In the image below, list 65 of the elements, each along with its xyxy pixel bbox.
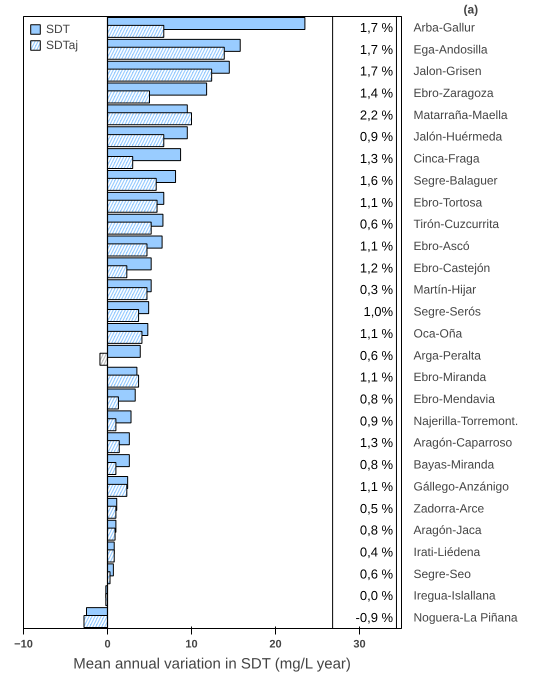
y-tick-label: Gállego-Anzánigo: [414, 479, 510, 494]
annotation: 0,4 %: [360, 544, 394, 560]
annotation: 0,5 %: [360, 500, 394, 516]
annotation: 0,8 %: [360, 522, 394, 538]
y-tick-label: Jalon-Grisen: [414, 64, 482, 78]
annotation: 1,1 %: [360, 326, 394, 341]
y-tick-label: Segre-Serós: [414, 304, 481, 319]
annotation: 1,7 %: [360, 42, 394, 57]
y-tick-label: Bayas-Miranda: [414, 458, 495, 472]
y-tick-label: Ebro-Castejón: [414, 260, 490, 275]
y-tick-label: Tirón-Cuzcurrita: [414, 217, 500, 232]
annotation: 1,6 %: [360, 172, 394, 188]
annotation: 0,9 %: [360, 413, 394, 428]
x-tick-label: 10: [185, 638, 198, 650]
annotation: 0,0 %: [360, 588, 394, 604]
annotation: 1,0%: [363, 304, 394, 320]
y-tick-label: Aragón-Caparroso: [414, 436, 513, 450]
y-tick-label: Ebro-Tortosa: [414, 195, 483, 210]
y-tick-label: Ebro-Zaragoza: [414, 86, 494, 100]
y-tick-label: Oca-Oña: [414, 326, 463, 340]
annotation: 0,8 %: [360, 457, 394, 472]
annotation: 1,2 %: [360, 260, 394, 276]
annotation: 1,7 %: [360, 20, 394, 35]
annotation: 1,7 %: [360, 64, 394, 79]
annotation: 0,6 %: [360, 566, 394, 582]
y-tick-label: Arba-Gallur: [414, 20, 475, 34]
text: (a): [464, 2, 478, 16]
annotation: -0,9 %: [356, 610, 394, 626]
y-tick-label: Zadorra-Arce: [414, 501, 485, 516]
x-tick-label: 30: [353, 638, 366, 650]
annotation: 1,1 %: [360, 478, 394, 494]
y-tick-label: Najerilla-Torremont.: [414, 414, 518, 428]
annotation: 0,8 %: [360, 392, 394, 406]
y-tick-label: Segre-Seo: [414, 566, 472, 581]
annotation: 1,3 %: [360, 435, 394, 450]
y-tick-label: Ebro-Miranda: [414, 370, 487, 384]
legend-label: SDTaj: [46, 38, 78, 52]
y-tick-label: Irati-Liédena: [414, 545, 481, 559]
annotation: 0,3 %: [360, 282, 394, 298]
y-tick-label: Noguera-La Piñana: [414, 610, 518, 625]
annotation: 1,4 %: [360, 86, 394, 100]
y-tick-label: Arga-Peralta: [414, 348, 482, 362]
y-tick-label: Matarraña-Maella: [414, 108, 508, 122]
y-tick-label: Ebro-Ascó: [414, 239, 470, 253]
legend-label: SDT: [46, 22, 70, 36]
y-tick-label: Iregua-Islallana: [414, 588, 496, 603]
y-tick-label: Segre-Balaguer: [414, 173, 498, 188]
y-tick-label: Aragón-Jaca: [414, 523, 482, 538]
x-tick-label: −10: [14, 638, 33, 650]
annotation: 1,1 %: [360, 194, 394, 210]
x-axis-title: Mean annual variation in SDT (mg/L year): [73, 656, 351, 672]
x-tick-label: 0: [104, 638, 111, 650]
annotation: 1,1 %: [360, 370, 394, 385]
y-tick-label: Ebro-Mendavia: [414, 392, 496, 406]
x-tick-label: 20: [269, 638, 282, 650]
annotation: 2,2 %: [360, 107, 394, 122]
y-tick-label: Jalón-Huérmeda: [414, 130, 503, 144]
annotation: 1,1 %: [360, 238, 394, 254]
annotation: 0,6 %: [360, 216, 394, 232]
annotation: 0,9 %: [360, 129, 394, 144]
annotation: 0,6 %: [360, 348, 394, 363]
y-tick-label: Ega-Andosilla: [414, 42, 488, 56]
annotation: 1,3 %: [360, 151, 394, 166]
y-tick-label: Cinca-Fraga: [414, 152, 480, 166]
y-tick-label: Martín-Hijar: [414, 282, 476, 297]
